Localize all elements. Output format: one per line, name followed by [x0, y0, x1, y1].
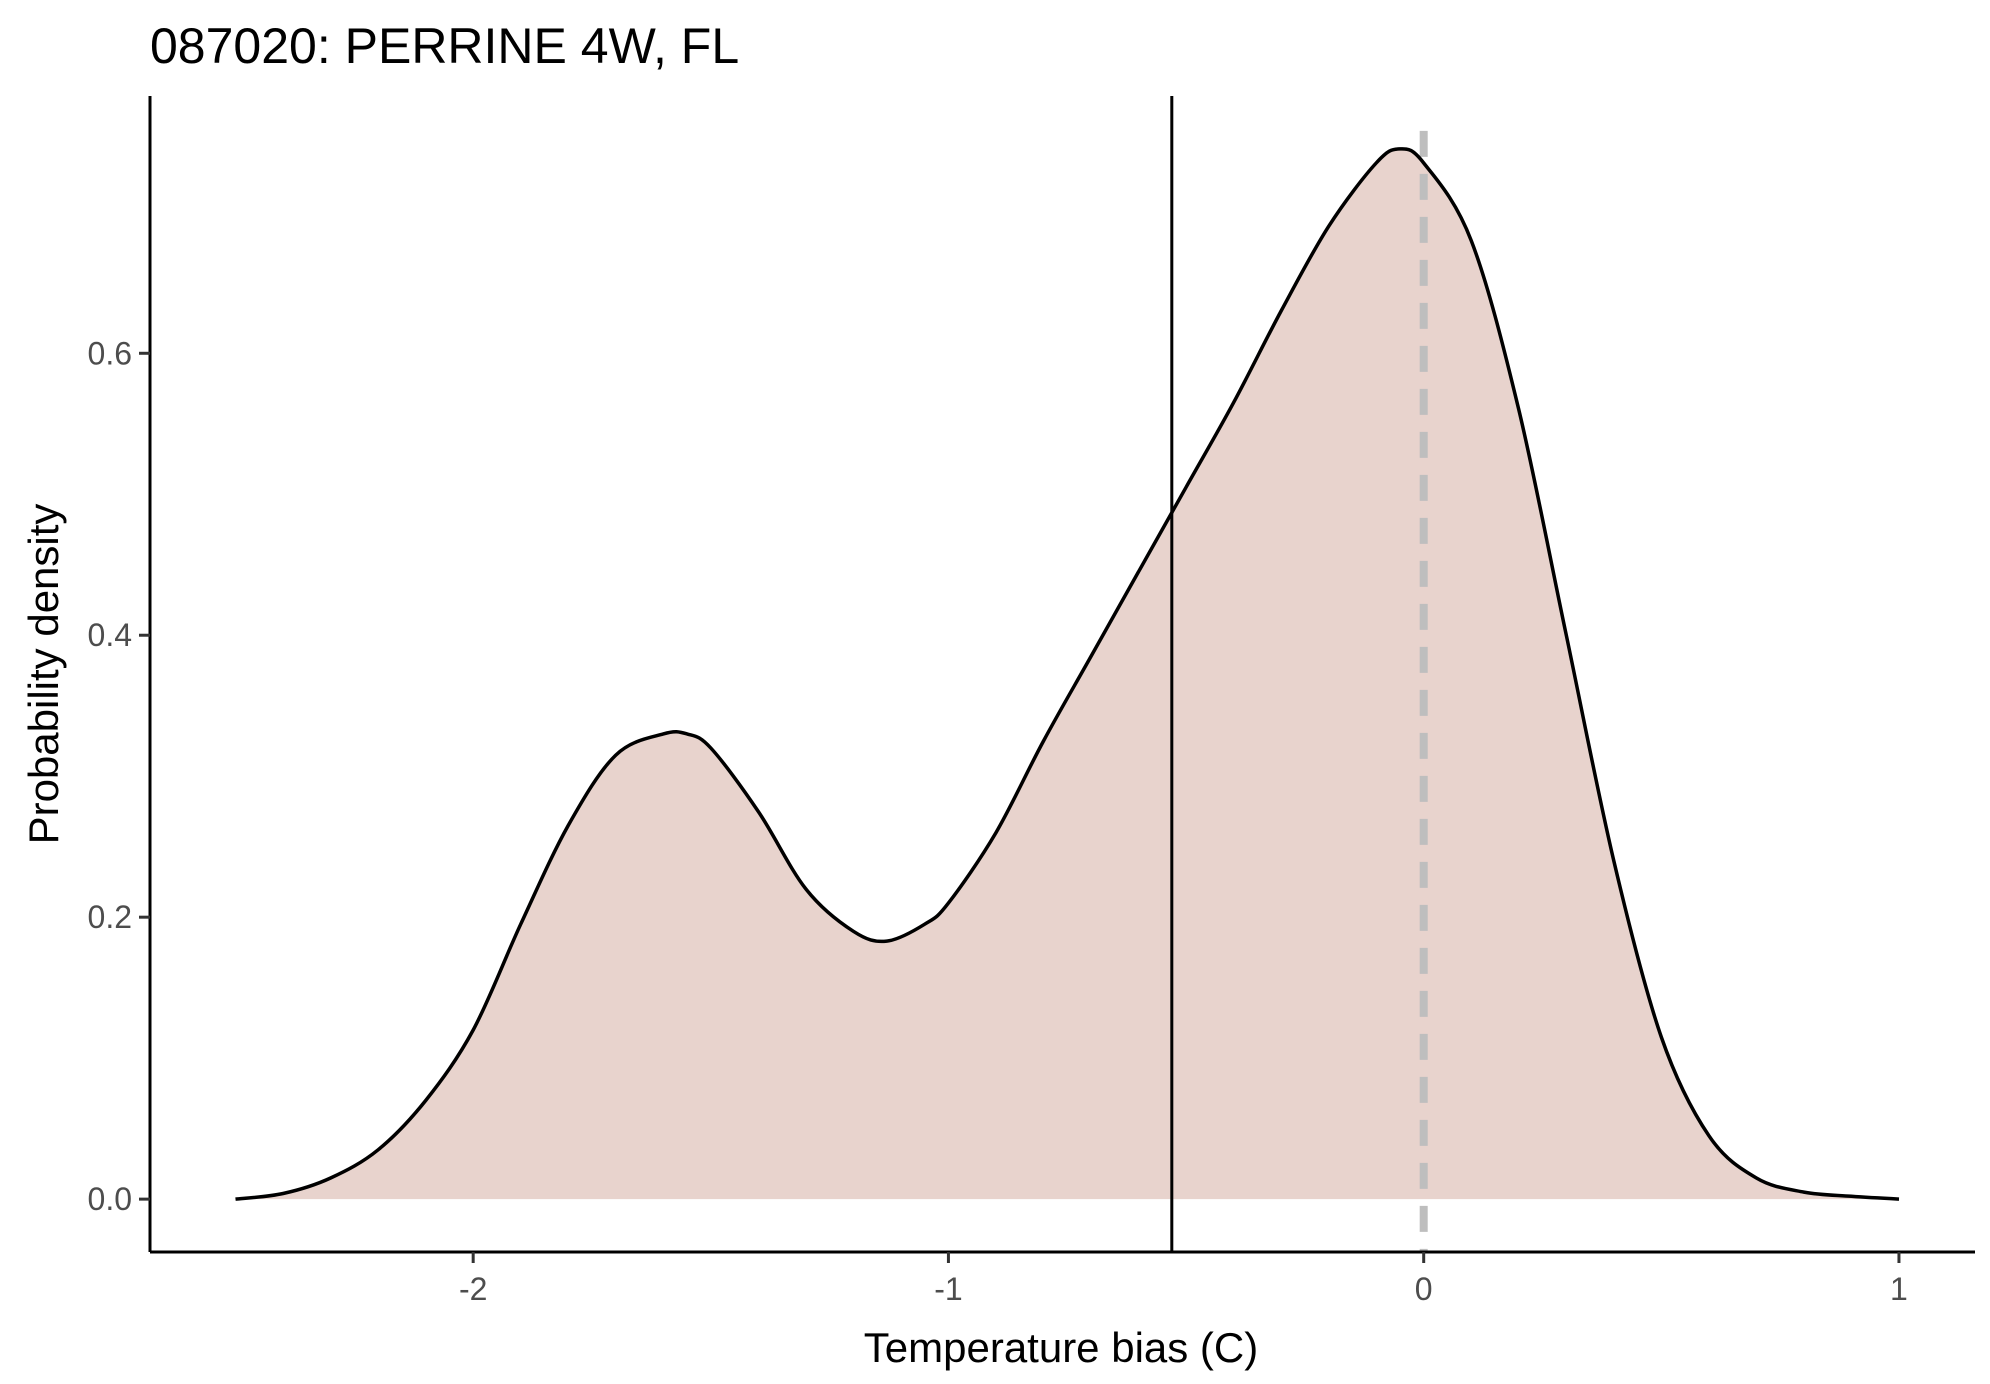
- density-area: [235, 148, 1899, 1200]
- axes: -2 -1 0 1 0.0 0.2 0.4 0.6: [88, 96, 1975, 1307]
- x-tick-label: -1: [934, 1271, 962, 1307]
- plot-area: [235, 96, 1900, 1252]
- x-tick-label: 1: [1890, 1271, 1908, 1307]
- y-axis-title: Probability density: [20, 504, 67, 845]
- y-tick-label: 0.2: [88, 899, 132, 935]
- density-line: [235, 147, 1900, 1201]
- chart-title: 087020: PERRINE 4W, FL: [150, 18, 739, 74]
- x-tick-label: -2: [459, 1271, 487, 1307]
- x-axis-title: Temperature bias (C): [864, 1324, 1258, 1371]
- y-tick-label: 0.6: [88, 335, 132, 371]
- x-tick-label: 0: [1415, 1271, 1433, 1307]
- y-tick-label: 0.4: [88, 617, 132, 653]
- y-tick-label: 0.0: [88, 1181, 132, 1217]
